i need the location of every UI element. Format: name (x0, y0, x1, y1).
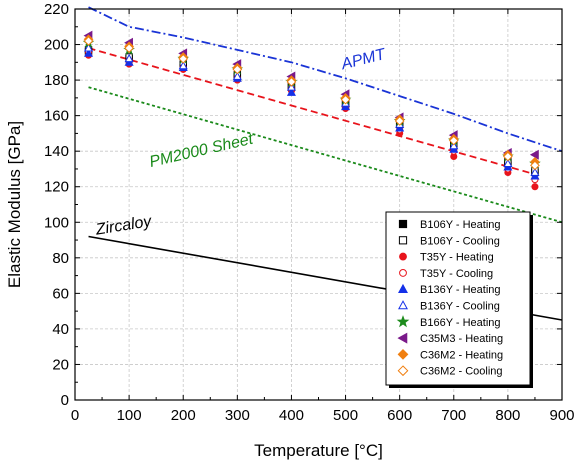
point-c36m2-cooling (286, 77, 297, 87)
point-c36m2-cooling (340, 94, 351, 105)
y-tick-label: 220 (44, 1, 69, 18)
x-tick-label: 400 (279, 407, 304, 424)
x-tick-label: 500 (333, 407, 358, 424)
x-tick-label: 600 (387, 407, 412, 424)
legend-marker-c36m2-cooling (397, 365, 409, 377)
y-tick-label: 140 (44, 143, 69, 160)
y-tick-label: 160 (44, 108, 69, 125)
x-tick-label: 100 (117, 407, 142, 424)
legend-label-b106y-heating: B106Y - Heating (420, 219, 501, 231)
point-b136y-cooling (84, 43, 94, 52)
legend-marker-b106y-cooling (398, 236, 408, 245)
x-axis-title: Temperature [°C] (254, 441, 383, 460)
legend-marker-c35m3-heating (397, 332, 408, 344)
point-b136y-cooling (530, 167, 540, 176)
legend-box (385, 211, 531, 386)
point-c36m2-cooling (178, 53, 189, 64)
y-tick-label: 120 (44, 179, 69, 196)
reference-line-apmt (88, 6, 563, 153)
legend-marker-c36m2-heating (397, 349, 409, 360)
point-c36m2-cooling (530, 160, 540, 171)
x-tick-label: 200 (171, 407, 196, 424)
legend-marker-t35y-heating (399, 252, 407, 261)
legend-label-b166y-heating: B166Y - Heating (420, 317, 501, 329)
legend-marker-b136y-heating (398, 283, 408, 293)
data-markers (82, 30, 541, 191)
point-c35m3-heating (529, 149, 539, 160)
x-tick-label: 700 (441, 407, 466, 424)
legend-marker-b166y-heating (396, 315, 410, 328)
y-tick-label: 0 (61, 392, 69, 409)
point-c36m2-cooling (448, 135, 459, 146)
legend-label-b136y-heating: B136Y - Heating (420, 284, 501, 296)
x-tick-label: 900 (549, 407, 574, 424)
legend-marker-t35y-cooling (399, 268, 407, 277)
annotation-zircaloy: Zircaloy (94, 213, 154, 239)
y-tick-label: 80 (52, 250, 69, 267)
y-tick-label: 20 (52, 356, 69, 373)
annotation-pm2000-sheet: PM2000 Sheet (148, 131, 256, 172)
legend-label-t35y-heating: T35Y - Heating (420, 252, 494, 264)
point-b136y-heating (84, 48, 94, 57)
point-b136y-cooling (124, 53, 134, 63)
legend-label-b136y-cooling: B136Y - Cooling (420, 301, 500, 313)
legend-label-c36m2-heating: C36M2 - Heating (420, 349, 503, 361)
legend-marker-b106y-heating (398, 219, 408, 229)
point-t35y-heating (531, 183, 539, 191)
annotation-apmt: APMT (339, 46, 388, 74)
point-b136y-cooling (503, 158, 513, 168)
x-tick-label: 300 (225, 407, 250, 424)
x-tick-label: 800 (495, 407, 520, 424)
legend-label-b106y-cooling: B106Y - Cooling (420, 235, 500, 247)
point-c36m2-cooling (503, 151, 513, 162)
y-tick-label: 40 (52, 321, 69, 338)
point-b136y-cooling (232, 71, 242, 80)
y-tick-label: 200 (44, 37, 69, 54)
y-tick-label: 60 (52, 285, 69, 302)
point-b136y-heating (286, 87, 296, 96)
legend-label-c36m2-cooling: C36M2 - Cooling (420, 366, 503, 378)
y-tick-label: 100 (44, 214, 69, 231)
point-c36m2-cooling (394, 116, 405, 126)
y-tick-label: 180 (44, 72, 69, 89)
legend-label-t35y-cooling: T35Y - Cooling (420, 268, 493, 280)
point-b136y-cooling (178, 60, 188, 70)
x-tick-label: 0 (71, 407, 79, 424)
reference-line-fit (88, 47, 536, 176)
legend-label-c35m3-heating: C35M3 - Heating (420, 333, 503, 345)
axis-ticks: 0 100 200 300 400 500 600 700 800 900 0 20 40 60 80 100… (44, 1, 575, 424)
legend: B106Y - Heating B106Y - Cooling T35Y - Hea… (385, 211, 533, 388)
legend-marker-b136y-cooling (398, 300, 408, 310)
y-axis-title: Elastic Modulus [GPa] (5, 121, 24, 288)
point-c36m2-cooling (232, 64, 243, 75)
point-c36m2-cooling (83, 36, 94, 46)
point-c36m2-cooling (124, 43, 134, 53)
